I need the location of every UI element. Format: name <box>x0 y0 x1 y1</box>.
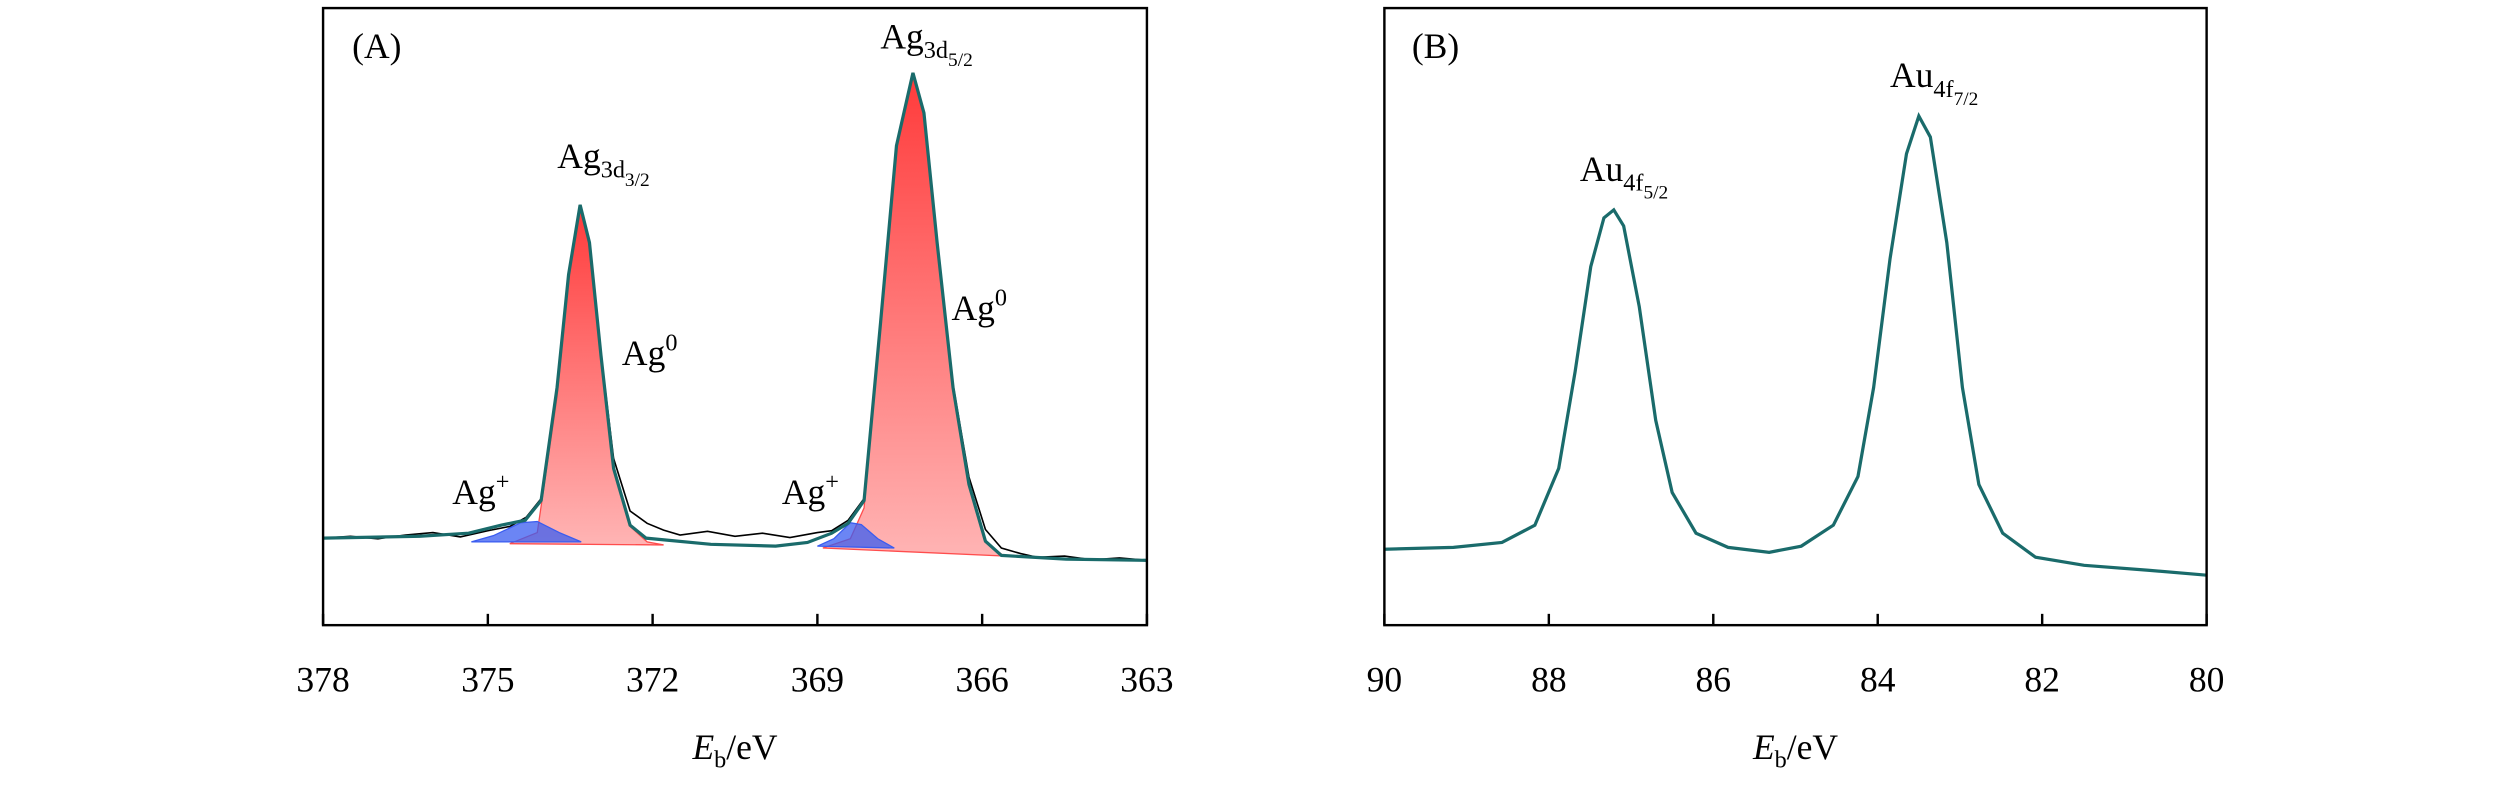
x-axis-label: Eb/eV <box>1752 727 1838 773</box>
peak-label-main: Au <box>1890 55 1934 95</box>
peak-label-sub: 3d <box>924 37 948 64</box>
x-axis-label-sub: b <box>714 746 726 773</box>
peak-label: Ag0 <box>951 284 1007 328</box>
x-tick-label: 90 <box>1367 659 1403 699</box>
x-axis-label-unit: /eV <box>1787 727 1839 767</box>
peak-label: Au4f7/2 <box>1890 55 1978 110</box>
x-axis-label-unit: /eV <box>726 727 778 767</box>
x-axis-label-symbol: E <box>1752 727 1775 767</box>
x-tick-label: 82 <box>2024 659 2060 699</box>
spectrum-line <box>323 72 1147 562</box>
peak-label-sub2: 3/2 <box>625 170 650 191</box>
plot-frame <box>1383 6 2208 627</box>
panel-label: (A) <box>352 26 401 66</box>
peak-label: Ag3d3/2 <box>557 136 649 191</box>
panel-label: (B) <box>1412 26 1459 66</box>
x-tick-label: 84 <box>1860 659 1896 699</box>
fit-peak <box>509 205 664 546</box>
fit-peak <box>471 520 582 543</box>
peak-label: Ag3d5/2 <box>880 16 972 71</box>
peak-label-sub2: 5/2 <box>948 50 973 71</box>
x-tick-label: 88 <box>1531 659 1567 699</box>
peak-label-sub2: 7/2 <box>1954 89 1979 110</box>
peak-label-main: Au <box>1580 149 1624 189</box>
x-axis-label-symbol: E <box>691 727 714 767</box>
peak-label-main: Ag <box>622 333 666 373</box>
x-tick-label: 369 <box>791 659 844 699</box>
spectrum-line <box>1384 112 2207 577</box>
plot-frame <box>321 6 1149 627</box>
x-axis-label: Eb/eV <box>691 727 777 773</box>
peak-label-main: Ag <box>880 16 924 56</box>
x-tick-label: 366 <box>956 659 1009 699</box>
peak-label-sup: + <box>496 468 510 495</box>
x-tick-label: 363 <box>1120 659 1173 699</box>
peak-label-sub: 4f <box>1623 170 1644 197</box>
spectrum-line <box>323 72 1147 562</box>
peak-label-sub: 4f <box>1933 76 1954 103</box>
peak-label: Ag+ <box>782 468 839 512</box>
peak-label: Ag+ <box>452 468 509 512</box>
peak-label-main: Ag <box>782 472 826 512</box>
peak-label-main: Ag <box>557 136 601 176</box>
x-tick-label: 375 <box>461 659 514 699</box>
peak-label-main: Ag <box>452 472 496 512</box>
peak-label-sub2: 5/2 <box>1643 183 1668 204</box>
peak-label: Au4f5/2 <box>1580 149 1668 204</box>
x-tick-label: 378 <box>296 659 349 699</box>
x-tick-label: 80 <box>2189 659 2225 699</box>
peak-label-sup: + <box>825 468 839 495</box>
x-axis-label-sub: b <box>1775 746 1787 773</box>
peak-label-main: Ag <box>951 288 995 328</box>
x-tick-label: 86 <box>1696 659 1732 699</box>
fit-peak <box>817 522 895 549</box>
x-tick-label: 372 <box>626 659 679 699</box>
peak-label-sub: 3d <box>601 157 625 184</box>
peak-label-sup: 0 <box>665 330 677 357</box>
peak-label: Ag0 <box>622 330 678 374</box>
peak-label-sup: 0 <box>995 284 1007 311</box>
